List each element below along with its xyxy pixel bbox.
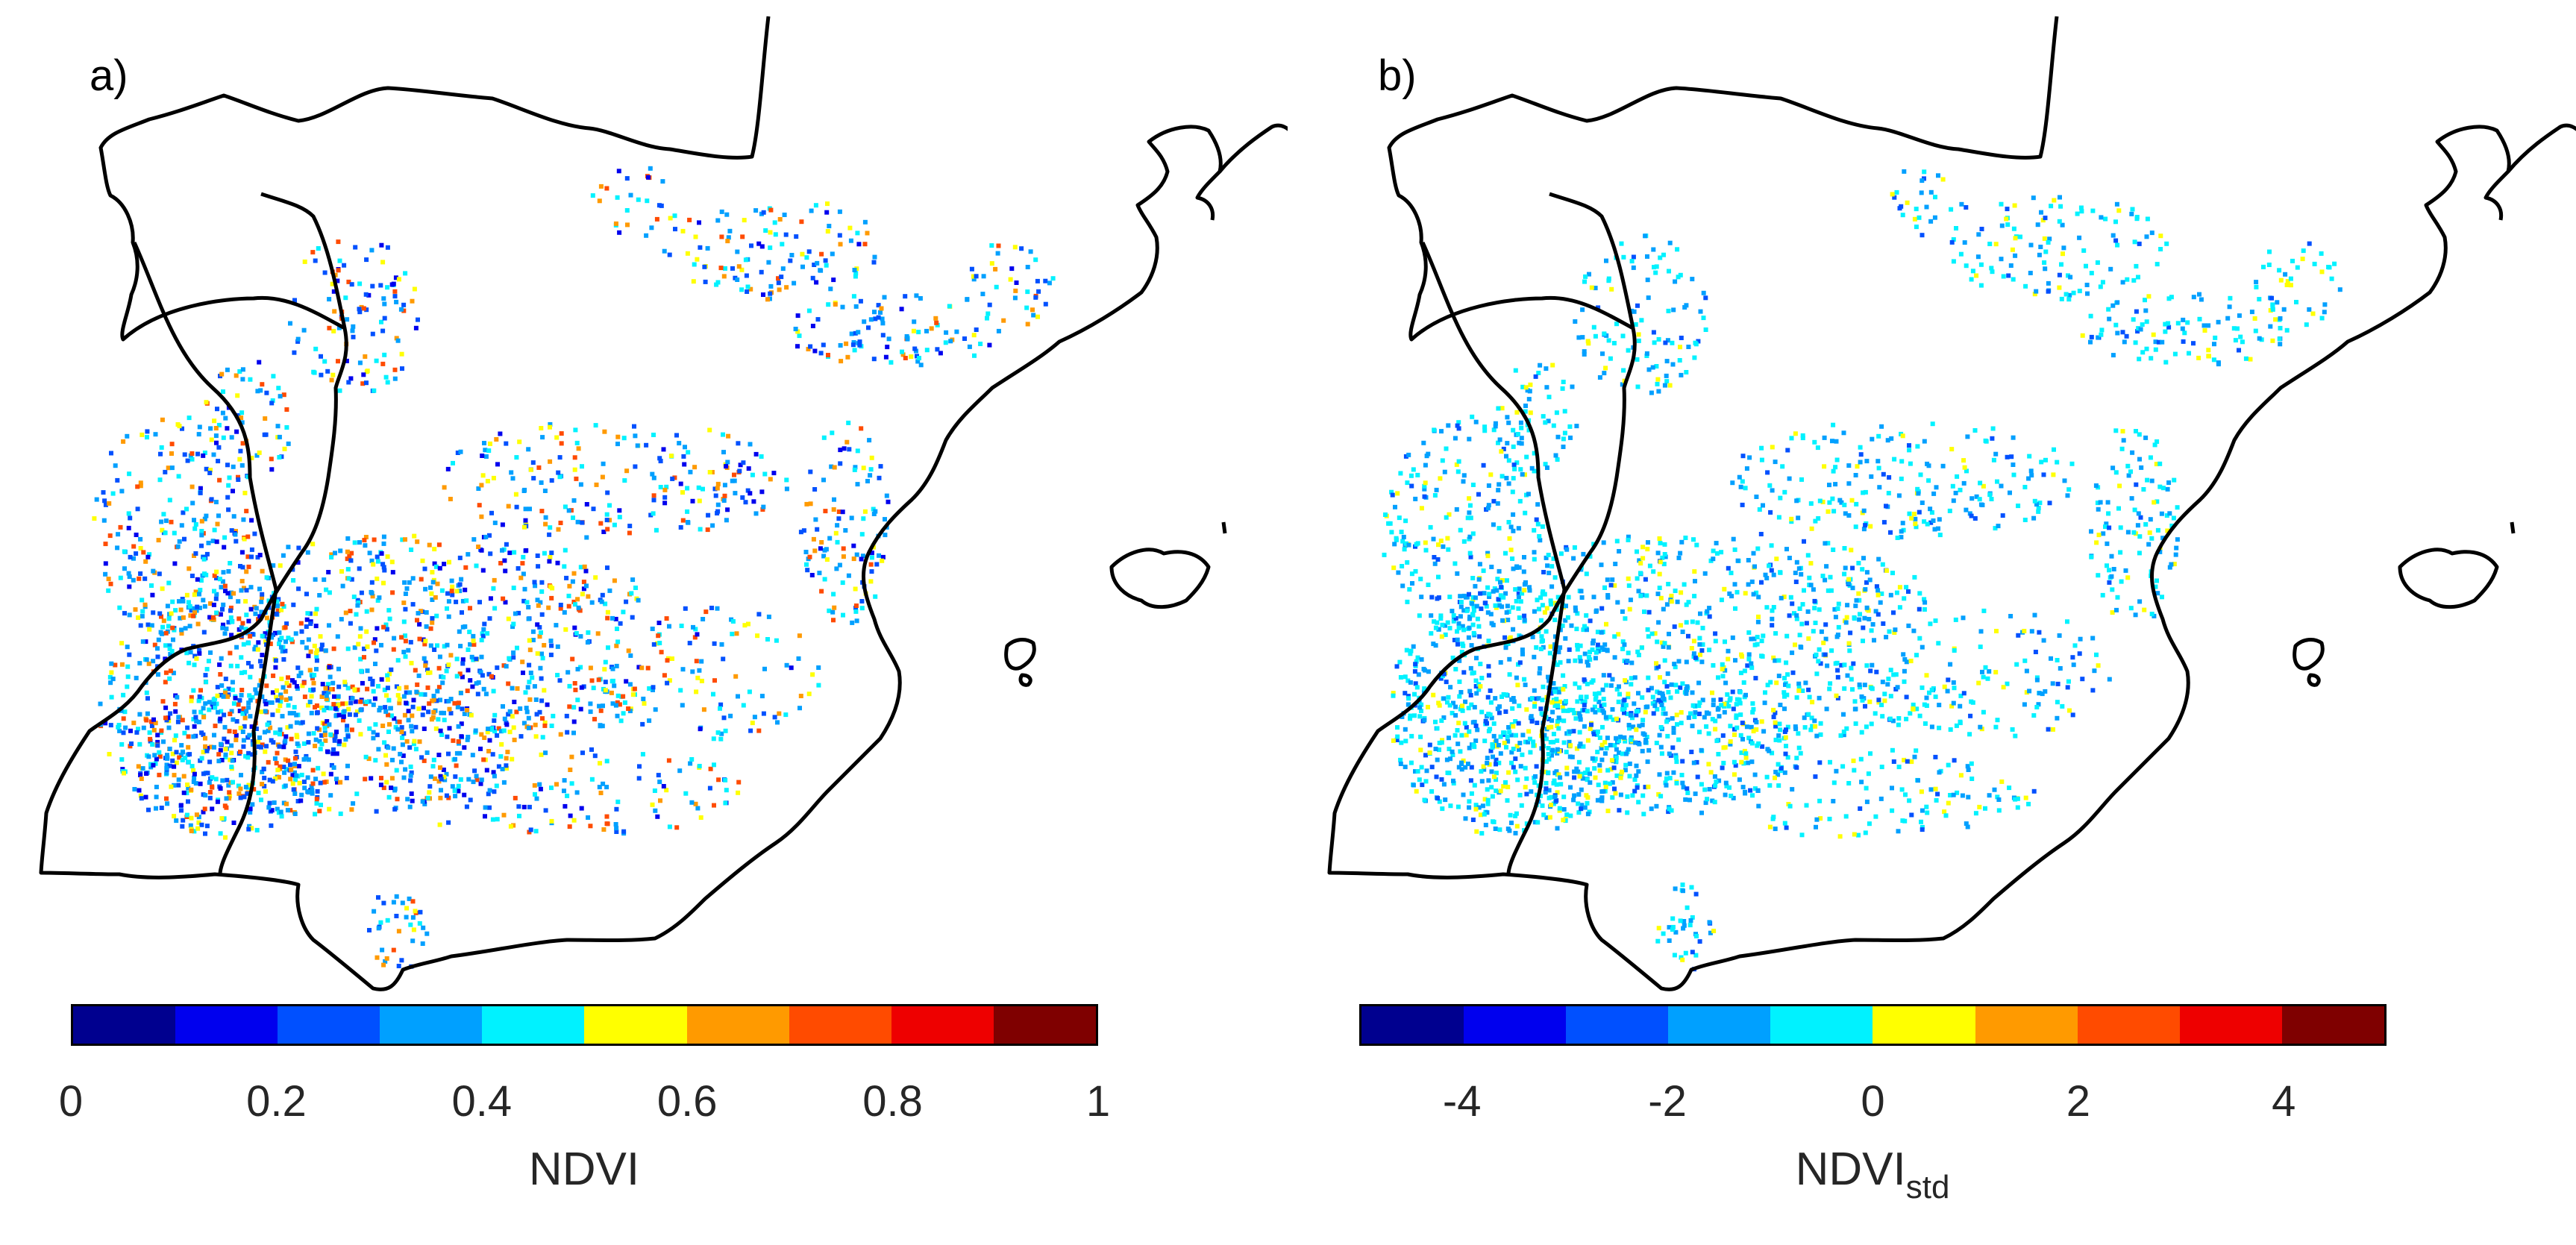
colorbar-tick-label: 0.8 xyxy=(862,1077,923,1126)
colorbar-segment xyxy=(891,1006,994,1044)
colorbar-segment xyxy=(2179,1006,2282,1044)
colorbar-tick-label: -4 xyxy=(1442,1077,1482,1126)
colorbar-tick-label: 2 xyxy=(2066,1077,2091,1126)
panel-label: b) xyxy=(1378,51,1417,100)
colorbar-segment xyxy=(993,1006,1096,1044)
colorbar xyxy=(71,1004,1098,1046)
colorbar-title-sub: std xyxy=(1905,1169,1950,1205)
colorbar-tick-label: 0.2 xyxy=(246,1077,307,1126)
colorbar-segment xyxy=(1975,1006,2078,1044)
colorbar-segment xyxy=(584,1006,687,1044)
colorbar-segment xyxy=(1361,1006,1464,1044)
colorbar-segment xyxy=(789,1006,891,1044)
coastline xyxy=(39,16,1288,991)
colorbar-title: NDVI xyxy=(1795,1144,1906,1195)
map-ndvi xyxy=(39,16,1288,991)
colorbar-segment xyxy=(1566,1006,1669,1044)
map-ndvi-std xyxy=(1327,16,2576,991)
colorbar-tick-label: 1 xyxy=(1085,1077,1111,1126)
colorbar-tick-label: 0.6 xyxy=(656,1077,718,1126)
colorbar xyxy=(1359,1004,2387,1046)
colorbar-segment xyxy=(175,1006,278,1044)
panel-ndvi-std: b) -4 -2 0 2 4 NDVIstd xyxy=(1288,0,2576,1245)
colorbar-segment xyxy=(278,1006,380,1044)
colorbar-segment xyxy=(1464,1006,1567,1044)
colorbar-segment xyxy=(73,1006,176,1044)
vegetation-pixels xyxy=(92,166,1056,969)
colorbar-tick-label: 0 xyxy=(1861,1077,1885,1126)
colorbar-title: NDVI xyxy=(528,1144,640,1195)
colorbar-label: NDVIstd xyxy=(1796,1143,1950,1206)
coastline xyxy=(1327,16,2576,991)
colorbar-segment xyxy=(1873,1006,1975,1044)
colorbar-segment xyxy=(482,1006,585,1044)
colorbar-segment xyxy=(686,1006,789,1044)
colorbar-tick-label: 4 xyxy=(2272,1077,2296,1126)
colorbar-tick-label: 0 xyxy=(58,1077,84,1126)
colorbar-segment xyxy=(1668,1006,1771,1044)
panel-label: a) xyxy=(90,51,128,100)
colorbar-segment xyxy=(2077,1006,2180,1044)
colorbar-tick-label: 0.4 xyxy=(451,1077,513,1126)
colorbar-label: NDVI xyxy=(529,1143,639,1206)
vegetation-pixels xyxy=(1382,169,2342,972)
colorbar-tick-label: -2 xyxy=(1648,1077,1687,1126)
panel-ndvi: a) 0 0.2 0.4 0.6 0.8 1 NDVI xyxy=(39,16,1288,1206)
colorbar-segment xyxy=(1770,1006,1873,1044)
colorbar-segment xyxy=(2281,1006,2384,1044)
colorbar-segment xyxy=(380,1006,483,1044)
